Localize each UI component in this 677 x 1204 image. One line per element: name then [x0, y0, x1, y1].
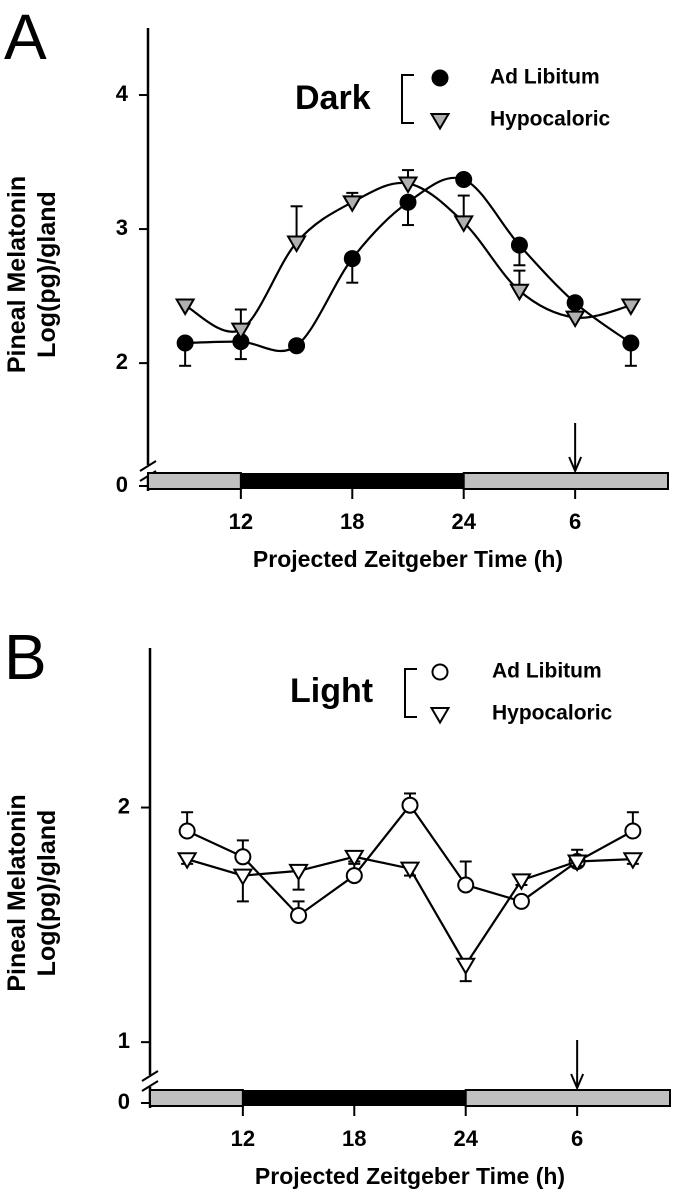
marker	[176, 334, 194, 352]
marker	[288, 863, 309, 882]
marker	[512, 892, 530, 910]
x-axis-label: Projected Zeitgeber Time (h)	[255, 1163, 565, 1189]
marker	[290, 906, 308, 924]
light-phase	[149, 1089, 244, 1107]
light-phase	[464, 1089, 672, 1107]
x-tick-label: 6	[569, 509, 581, 534]
x-axis-label: Projected Zeitgeber Time (h)	[253, 546, 563, 572]
arrow-head	[570, 1073, 585, 1091]
marker	[509, 283, 530, 302]
marker	[344, 849, 365, 868]
x-tick-label: 24	[451, 509, 476, 534]
marker	[176, 852, 198, 870]
x-tick-label: 18	[340, 509, 364, 534]
marker	[232, 868, 254, 887]
legend-label: Ad Libitum	[492, 660, 602, 683]
legend-bracket	[401, 74, 414, 124]
y-tick-label: 4	[116, 81, 129, 106]
marker	[288, 337, 306, 355]
y-tick-label: 2	[118, 793, 130, 818]
marker	[622, 334, 640, 352]
series-line	[186, 803, 634, 917]
axis-break	[141, 1070, 159, 1082]
marker	[343, 250, 361, 268]
dark-phase	[242, 1090, 466, 1106]
y-axis-label: Pineal MelatoninLog(pg)/gland	[3, 176, 61, 373]
x-tick-label: 12	[231, 1126, 255, 1151]
legend-label: Hypocaloric	[492, 702, 613, 725]
marker	[429, 113, 451, 131]
axis-break	[139, 460, 157, 472]
y-tick-label: 1	[118, 1028, 130, 1053]
marker	[399, 193, 417, 211]
legend-label: Hypocaloric	[490, 108, 611, 131]
x-tick-label: 18	[342, 1126, 366, 1151]
marker	[455, 170, 473, 188]
x-tick-label: 12	[229, 509, 253, 534]
y-axis-label-line: Pineal Melatonin	[3, 794, 31, 991]
marker	[174, 298, 196, 316]
marker	[566, 294, 584, 312]
legend-bracket	[404, 668, 417, 718]
legend-condition: Light	[290, 672, 373, 710]
marker	[455, 957, 476, 976]
y-axis-label-line: Log(pg)/gland	[33, 810, 61, 977]
light-phase	[147, 472, 242, 490]
dark-phase	[240, 473, 464, 489]
panel-letter: A	[4, 1, 47, 73]
marker	[401, 796, 419, 814]
y-axis-label: Pineal MelatoninLog(pg)/gland	[3, 794, 61, 991]
arrow-head	[568, 456, 583, 474]
x-tick-label: 6	[571, 1126, 583, 1151]
y-tick-label: 3	[116, 215, 128, 240]
marker	[342, 195, 363, 213]
x-tick-label: 24	[453, 1126, 478, 1151]
marker	[345, 867, 363, 885]
marker	[431, 69, 449, 87]
marker	[397, 176, 419, 194]
axis-break	[141, 1080, 159, 1092]
legend-condition: Dark	[295, 79, 371, 117]
marker	[178, 822, 196, 840]
marker	[510, 236, 528, 254]
marker	[511, 873, 532, 891]
light-phase	[462, 472, 670, 490]
marker	[230, 322, 252, 341]
marker	[286, 235, 307, 253]
marker	[457, 876, 475, 894]
marker	[566, 854, 588, 872]
marker	[399, 861, 421, 880]
marker	[453, 215, 474, 233]
y-tick-label: 2	[116, 349, 128, 374]
marker	[564, 310, 586, 329]
marker	[429, 707, 451, 725]
y-tick-label: 0	[118, 1089, 130, 1114]
marker	[622, 852, 644, 870]
marker	[624, 822, 642, 840]
y-tick-label: 0	[116, 472, 128, 497]
y-axis-label-line: Log(pg)/gland	[33, 191, 61, 358]
marker	[431, 663, 449, 681]
panel-letter: B	[4, 621, 47, 693]
marker	[620, 298, 642, 316]
y-axis-label-line: Pineal Melatonin	[3, 176, 31, 373]
legend-label: Ad Libitum	[490, 66, 600, 89]
marker	[234, 848, 252, 866]
